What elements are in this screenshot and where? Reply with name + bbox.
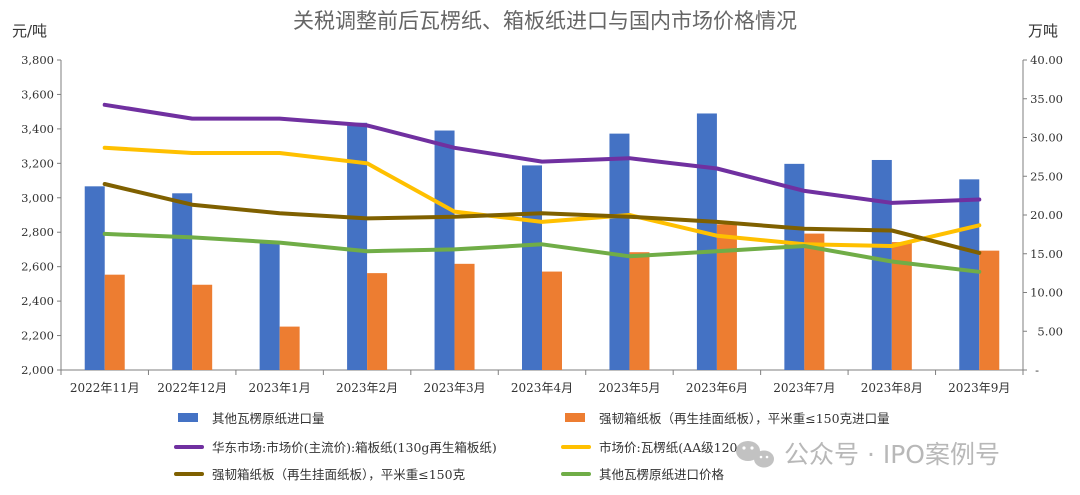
bar-other-volume bbox=[609, 133, 630, 370]
bar-linerboard-volume bbox=[979, 250, 1000, 370]
right-tick-label: 5.00 bbox=[1037, 324, 1063, 338]
x-tick-label: 2023年4月 bbox=[511, 381, 573, 395]
x-tick-label: 2023年5月 bbox=[598, 381, 660, 395]
x-tick-label: 2023年1月 bbox=[249, 381, 311, 395]
bar-linerboard-volume bbox=[192, 284, 213, 370]
legend-label: 华东市场:市场价(主流价):箱板纸(130g再生箱板纸) bbox=[212, 440, 497, 455]
bar-linerboard-volume bbox=[454, 263, 475, 370]
x-tick-label: 2023年6月 bbox=[686, 381, 748, 395]
left-axis-unit: 元/吨 bbox=[12, 22, 47, 40]
right-tick-label: - bbox=[1035, 363, 1039, 377]
bar-other-volume bbox=[784, 163, 805, 370]
axes: 2,000 2,200 2,400 2,600 2,800 3,000 3,200 3,400… bbox=[21, 53, 1063, 395]
right-tick-label: 15.00 bbox=[1030, 247, 1063, 261]
bar-linerboard-volume bbox=[279, 326, 300, 370]
legend-item: 其他瓦楞原纸进口量 bbox=[178, 411, 325, 426]
legend-label: 其他瓦楞原纸进口价格 bbox=[599, 467, 725, 482]
bar-other-volume bbox=[347, 122, 368, 371]
left-tick-label: 2,000 bbox=[21, 363, 54, 377]
right-tick-label: 35.00 bbox=[1030, 92, 1063, 106]
x-tick-label: 2023年9月 bbox=[948, 381, 1010, 395]
legend-item: 强韧箱纸板（再生挂面纸板），平米重≤150克进口量 bbox=[565, 411, 890, 426]
watermark-text: 公众号 · IPO案例号 bbox=[784, 440, 1000, 469]
legend-item: 强韧箱纸板（再生挂面纸板），平米重≤150克 bbox=[174, 467, 465, 482]
legend-item: 华东市场:市场价(主流价):箱板纸(130g再生箱板纸) bbox=[174, 440, 497, 455]
bar-other-volume bbox=[84, 186, 105, 370]
right-tick-label: 25.00 bbox=[1030, 169, 1063, 183]
bar-other-volume bbox=[259, 241, 280, 370]
legend-swatch-bar bbox=[178, 413, 198, 422]
x-tick-label: 2023年7月 bbox=[773, 381, 835, 395]
x-tick-label: 2023年2月 bbox=[336, 381, 398, 395]
legend-swatch-bar bbox=[565, 413, 585, 422]
bar-linerboard-volume bbox=[542, 271, 562, 370]
left-tick-label: 3,600 bbox=[21, 87, 54, 101]
legend: 其他瓦楞原纸进口量 强韧箱纸板（再生挂面纸板），平米重≤150克进口量华东市场:市… bbox=[174, 411, 890, 482]
right-tick-label: 40.00 bbox=[1030, 53, 1063, 67]
watermark: 公众号 · IPO案例号 bbox=[736, 440, 1000, 469]
line-linerboard-price bbox=[102, 182, 982, 255]
bar-other-volume bbox=[696, 113, 717, 370]
bar-other-volume bbox=[172, 193, 193, 370]
bar-other-volume bbox=[522, 165, 542, 370]
x-tick-label: 2022年11月 bbox=[70, 381, 140, 395]
legend-label: 市场价:瓦楞纸(AA级120g) bbox=[599, 440, 750, 455]
legend-item: 其他瓦楞原纸进口价格 bbox=[561, 467, 725, 482]
x-tick-label: 2022年12月 bbox=[157, 381, 227, 395]
left-tick-label: 3,000 bbox=[21, 191, 54, 205]
left-tick-label: 3,400 bbox=[21, 122, 54, 136]
legend-item: 市场价:瓦楞纸(AA级120g) bbox=[561, 440, 750, 455]
bar-linerboard-volume bbox=[804, 233, 825, 370]
legend-label: 其他瓦楞原纸进口量 bbox=[212, 411, 325, 426]
bar-linerboard-volume bbox=[891, 242, 912, 370]
bar-other-volume bbox=[959, 179, 980, 370]
left-tick-label: 2,800 bbox=[21, 225, 54, 239]
right-tick-label: 30.00 bbox=[1030, 131, 1063, 145]
left-tick-label: 2,600 bbox=[21, 260, 54, 274]
line-huadong-price bbox=[102, 102, 982, 205]
left-tick-label: 2,400 bbox=[21, 294, 54, 308]
line-layer bbox=[102, 102, 982, 274]
chart-title: 关税调整前后瓦楞纸、箱板纸进口与国内市场价格情况 bbox=[293, 9, 797, 33]
legend-label: 强韧箱纸板（再生挂面纸板），平米重≤150克进口量 bbox=[599, 411, 890, 426]
right-tick-label: 20.00 bbox=[1030, 208, 1063, 222]
legend-label: 强韧箱纸板（再生挂面纸板），平米重≤150克 bbox=[212, 467, 465, 482]
bar-linerboard-volume bbox=[716, 224, 737, 370]
line-other-import-price bbox=[102, 231, 982, 274]
line-corrugated-price bbox=[102, 145, 982, 248]
left-tick-label: 3,800 bbox=[21, 53, 54, 67]
wechat-icon bbox=[736, 441, 774, 468]
x-tick-label: 2023年8月 bbox=[861, 381, 923, 395]
right-axis-unit: 万吨 bbox=[1028, 22, 1058, 40]
x-tick-label: 2023年3月 bbox=[423, 381, 485, 395]
bar-linerboard-volume bbox=[104, 274, 125, 370]
bar-linerboard-volume bbox=[367, 273, 388, 370]
bar-other-volume bbox=[871, 159, 892, 370]
bar-linerboard-volume bbox=[629, 252, 650, 370]
right-tick-label: 10.00 bbox=[1030, 286, 1063, 300]
left-tick-label: 3,200 bbox=[21, 156, 54, 170]
bar-layer bbox=[84, 113, 1000, 371]
left-tick-label: 2,200 bbox=[21, 329, 54, 343]
